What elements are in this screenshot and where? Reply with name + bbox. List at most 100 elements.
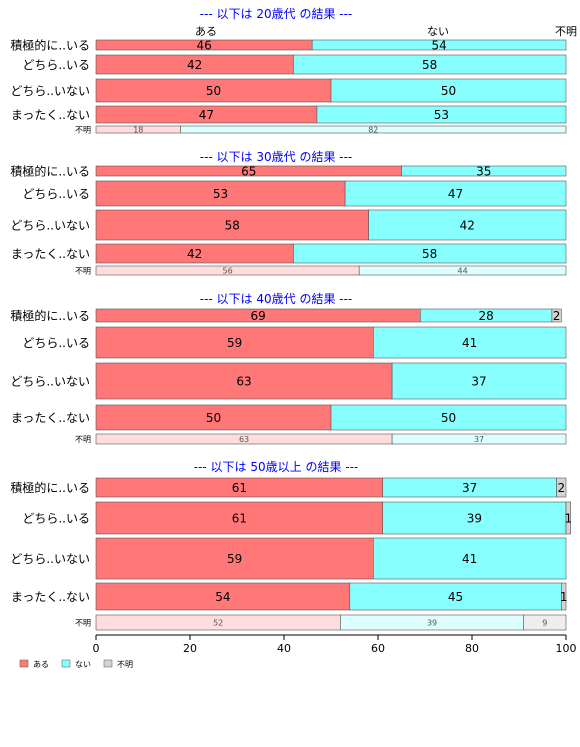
data-label-aru: 61 [232, 481, 247, 495]
data-label-aru: 59 [227, 552, 242, 566]
data-label-nai: 37 [471, 374, 486, 388]
data-label-nai: 47 [448, 187, 463, 201]
bar-segment-nai [316, 105, 567, 124]
header-label-fumei: 不明 [555, 25, 577, 38]
data-label-nai: 37 [462, 481, 477, 495]
row-label: 積極的に..いる [10, 480, 90, 495]
data-label-fumei: 1 [560, 590, 568, 604]
bar-segment-fumei [551, 308, 562, 323]
legend-label-nai: ない [75, 660, 91, 669]
data-label-aru: 18 [133, 125, 143, 134]
bar-segment-fumei [556, 477, 567, 498]
data-label-nai: 41 [462, 336, 477, 350]
x-tick-label: 80 [465, 642, 479, 655]
fumei-row-label: 不明 [75, 267, 91, 276]
data-label-aru: 63 [239, 435, 249, 444]
data-label-nai: 41 [462, 552, 477, 566]
data-label-aru: 47 [199, 108, 214, 122]
data-label-aru: 65 [241, 164, 256, 178]
legend-swatch-fumei [103, 659, 113, 668]
bar-segment-fumei [523, 614, 567, 631]
bar-segment-nai [311, 39, 567, 51]
data-label-aru: 69 [251, 309, 266, 323]
bar-segment-nai [372, 537, 567, 580]
data-label-nai: 50 [441, 84, 456, 98]
header-label-nai: ない [427, 25, 449, 38]
data-label-nai: 54 [431, 38, 446, 52]
data-label-aru: 52 [213, 618, 223, 627]
data-label-aru: 56 [223, 266, 233, 275]
bar-segment-nai [293, 54, 567, 75]
bar-segment-aru [95, 501, 384, 535]
row-label: 積極的に..いる [10, 308, 90, 323]
bar-segment-nai [372, 326, 567, 359]
row-label: どちら..いる [22, 512, 90, 526]
row-label: どちら..いる [22, 58, 90, 72]
data-label-nai: 44 [458, 266, 468, 275]
x-tick-label: 40 [277, 642, 291, 655]
data-label-aru: 46 [196, 38, 211, 52]
bar-segment-fumei [560, 582, 567, 611]
data-label-nai: 58 [422, 247, 437, 261]
panel-title: --- 以下は 40歳代 の結果 --- [200, 292, 353, 306]
data-label-aru: 42 [187, 58, 202, 72]
row-label: まったく..ない [11, 108, 90, 122]
data-label-fumei: 1 [565, 511, 573, 525]
data-label-nai: 35 [476, 164, 491, 178]
bar-segment-nai [330, 404, 567, 431]
data-label-aru: 63 [236, 374, 251, 388]
panel-title: --- 以下は 30歳代 の結果 --- [200, 150, 353, 164]
row-label: どちら..いる [22, 336, 90, 350]
x-tick-label: 60 [371, 642, 385, 655]
data-label-aru: 42 [187, 247, 202, 261]
legend-label-aru: ある [33, 660, 49, 669]
data-label-nai: 58 [422, 58, 437, 72]
bar-segment-aru [95, 180, 346, 207]
header-label-aru: ある [195, 25, 217, 38]
row-label: 積極的に..いる [10, 164, 90, 179]
bar-segment-nai [391, 362, 567, 400]
legend-swatch-nai [61, 659, 71, 668]
data-label-aru: 61 [232, 511, 247, 525]
legend-swatch-aru [19, 659, 29, 668]
data-label-aru: 50 [206, 411, 221, 425]
row-label: どちら..いない [10, 84, 90, 98]
bar-segment-nai [382, 501, 567, 535]
bar-segment-aru [95, 326, 374, 359]
panel-title: --- 以下は 20歳代 の結果 --- [200, 7, 353, 21]
row-label: まったく..ない [11, 411, 90, 425]
fumei-row-label: 不明 [75, 126, 91, 135]
data-label-nai: 28 [478, 309, 493, 323]
data-label-fumei: 9 [542, 618, 547, 627]
data-label-nai: 50 [441, 411, 456, 425]
panel-title: --- 以下は 50歳以上 の結果 --- [194, 460, 359, 474]
bar-segment-nai [293, 243, 567, 264]
x-tick-label: 100 [556, 642, 577, 655]
data-label-nai: 42 [460, 218, 475, 232]
row-label: どちら..いる [22, 187, 90, 201]
bar-segment-aru [95, 404, 332, 431]
data-label-nai: 45 [448, 590, 463, 604]
data-label-nai: 39 [467, 511, 482, 525]
x-tick-label: 20 [183, 642, 197, 655]
data-label-nai: 82 [368, 125, 378, 134]
bar-segment-fumei [565, 501, 571, 535]
row-label: どちら..いない [10, 552, 90, 566]
bar-segment-nai [401, 165, 567, 177]
data-label-nai: 37 [474, 435, 484, 444]
data-label-fumei: 2 [557, 481, 565, 495]
bar-segment-aru [95, 537, 374, 580]
row-label: まったく..ない [11, 247, 90, 261]
data-label-aru: 50 [206, 84, 221, 98]
x-tick-label: 0 [93, 642, 100, 655]
fumei-row-label: 不明 [75, 435, 91, 444]
fumei-row-label: 不明 [75, 619, 91, 628]
row-label: 積極的に..いる [10, 38, 90, 53]
data-label-aru: 54 [215, 590, 230, 604]
row-label: まったく..ない [11, 590, 90, 604]
data-label-fumei: 2 [553, 309, 561, 323]
bar-segment-nai [349, 582, 562, 611]
bar-segment-nai [391, 433, 567, 445]
